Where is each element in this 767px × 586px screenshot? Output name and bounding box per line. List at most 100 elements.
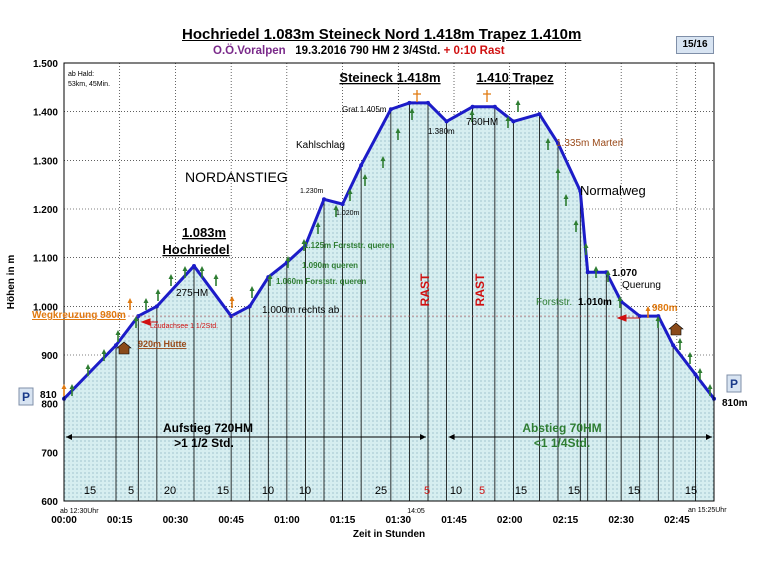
rast-label: RAST [473, 273, 487, 306]
elevation-point [426, 100, 430, 105]
y-tick-label: 1.100 [33, 254, 58, 265]
uphill-arrow-icon [469, 110, 475, 115]
segment-minutes-label: 5 [479, 485, 485, 497]
querung-label: Querung [622, 280, 661, 291]
y-tick-label: 1.500 [33, 59, 58, 70]
segment-minutes-label: 5 [128, 485, 134, 497]
chart-title: Hochriedel 1.083m Steineck Nord 1.418m T… [182, 26, 582, 43]
abstieg-time-label: <1 1/4Std. [534, 436, 590, 450]
wegkreuzung-label: Wegkreuzung 980m [32, 310, 126, 321]
uphill-arrow-icon [505, 116, 511, 121]
uphill-arrow-icon [395, 128, 401, 133]
uphill-arrow-icon [545, 138, 551, 143]
abstieg-label: Abstieg 70HM [522, 421, 601, 435]
uphill-arrow-icon [143, 298, 149, 303]
parking-sign-icon [726, 374, 742, 393]
elevation-point [407, 100, 412, 105]
x-tick-label: 02:30 [608, 515, 634, 526]
uphill-arrow-icon [249, 286, 255, 291]
x-tick-label: 00:45 [218, 515, 244, 526]
uphill-arrow-icon [182, 266, 188, 271]
x-tick-label: 02:00 [497, 515, 523, 526]
uphill-arrow-icon [285, 256, 291, 261]
elevation-point [444, 119, 449, 124]
elevation-point [192, 263, 196, 268]
uphill-arrow-icon [127, 298, 133, 303]
uphill-arrow-icon [555, 168, 561, 173]
segment-minutes-label: 15 [685, 485, 697, 497]
rast-label: RAST [418, 273, 432, 306]
uphill-arrow-icon [409, 108, 415, 113]
parking-sign-label: P [22, 390, 30, 404]
elevation-area [64, 102, 714, 501]
peak-hochriedel-name: Hochriedel [162, 242, 229, 257]
laudachsee-label: Laudachsee 1 1/2Std. [150, 323, 218, 330]
segment-minutes-label: 10 [262, 485, 274, 497]
uphill-arrow-icon [213, 274, 219, 279]
height-1380-label: 1.380m [428, 127, 455, 136]
x-tick-label: 01:15 [330, 515, 356, 526]
rechts-ab-label: 1.000m rechts ab [262, 305, 340, 316]
segment-minutes-label: 15 [84, 485, 96, 497]
uphill-arrow-icon [168, 274, 174, 279]
uphill-arrow-icon [617, 296, 623, 301]
note-ab-halt: ab Hald: [68, 71, 94, 78]
height-810-right-label: 810m [722, 398, 748, 409]
elevation-point [637, 314, 642, 319]
segment-minutes-label: 10 [450, 485, 462, 497]
height-1070-label: 1.070 [612, 268, 637, 279]
uphill-arrow-icon [315, 222, 321, 227]
y-tick-label: 1.300 [33, 156, 58, 167]
y-tick-label: 1.400 [33, 108, 58, 119]
junction-arrow-icon [616, 314, 640, 322]
segment-minutes-label: 20 [164, 485, 176, 497]
elevation-point [556, 141, 560, 146]
subtitle-region: O.Ö.Voralpen [213, 45, 286, 57]
x-tick-label: 01:00 [274, 515, 300, 526]
height-1230-label: 1.230m [300, 188, 324, 195]
note-ab-halt-time: 53km, 45Min. [68, 81, 110, 88]
uphill-arrow-icon [380, 156, 386, 161]
elevation-point [322, 197, 326, 202]
aufstieg-label: Aufstieg 720HM [163, 421, 253, 435]
nordanstieg-label: NORDANSTIEG [185, 169, 288, 185]
uphill-arrow-icon [583, 243, 589, 248]
segment-minutes-label: 25 [375, 485, 387, 497]
aufstieg-time-label: >1 1/2 Std. [174, 436, 234, 450]
queren-1090-label: 1.090m queren [302, 261, 358, 270]
uphill-arrow-icon [267, 274, 273, 279]
elevation-point [693, 372, 698, 377]
elevation-point [388, 107, 393, 112]
subtitle-rast: + 0:10 Rast [443, 45, 505, 57]
uphill-arrow-icon [155, 289, 161, 294]
x-tick-label: 00:15 [107, 515, 133, 526]
elevation-point [585, 270, 590, 275]
huette-label: 920m Hütte [138, 339, 187, 349]
uphill-arrow-icon [687, 352, 693, 357]
uphill-arrow-icon [69, 384, 75, 389]
uphill-arrow-icon [655, 316, 661, 321]
y-tick-label: 700 [41, 448, 58, 459]
elevation-point [136, 314, 141, 319]
end-time-label: an 15:25Uhr [688, 507, 727, 514]
y-axis-label: Höhen in m [6, 255, 17, 310]
elevation-point [656, 314, 661, 319]
segment-minutes-label: 5 [424, 485, 430, 497]
uphill-arrow-icon [229, 296, 235, 301]
forststr-1060-label: 1.060m Forststr. queren [276, 277, 366, 286]
elevation-point [578, 188, 583, 193]
peak-steineck-label: Steineck 1.418m [339, 70, 440, 85]
parking-sign-icon [18, 387, 34, 406]
uphill-arrow-icon [101, 349, 107, 354]
normalweg-label: Normalweg [580, 183, 646, 198]
hm-760-label: 760HM [466, 117, 498, 128]
elevation-point [492, 104, 497, 109]
forststr-label: Forststr. [536, 297, 572, 308]
summit-cross-icon [413, 90, 421, 102]
segment-minutes-label: 15 [628, 485, 640, 497]
elevation-point [114, 343, 118, 348]
uphill-arrow-icon [333, 205, 339, 210]
height-810-left-label: 810 [40, 390, 57, 401]
segment-minutes-label: 15 [217, 485, 229, 497]
